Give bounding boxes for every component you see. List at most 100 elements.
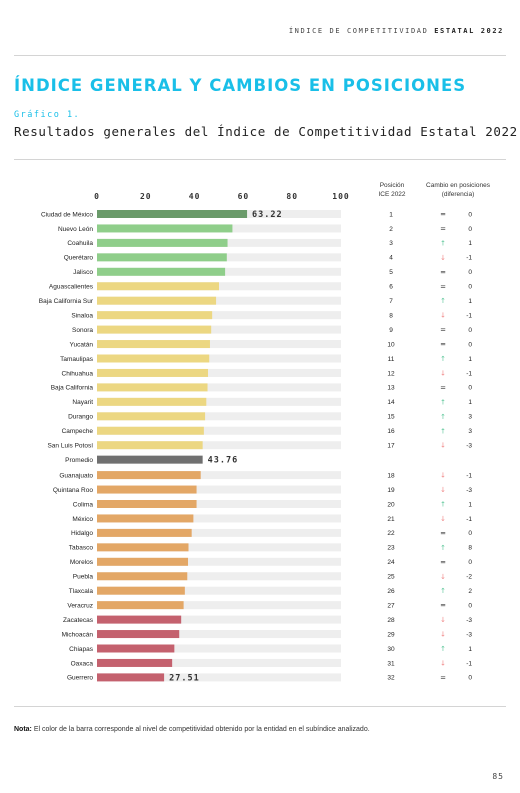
bar-chihuahua xyxy=(97,368,209,377)
bar-promedio xyxy=(97,455,203,464)
change-label: 0 xyxy=(468,385,472,392)
row-label-veracruz: Veracruz xyxy=(67,602,93,609)
change-label: 1 xyxy=(468,399,472,406)
bar-track xyxy=(97,615,341,624)
position-header-line2: ICE 2022 xyxy=(378,191,406,198)
bar-baja-california-sur xyxy=(97,296,217,305)
bar-track xyxy=(97,557,341,566)
bar-durango xyxy=(97,412,206,421)
bar-oaxaca xyxy=(97,658,173,667)
arrow-up-icon: ↑ xyxy=(440,297,446,305)
change-label: 0 xyxy=(468,327,472,334)
bar-track xyxy=(97,325,341,334)
bar-tlaxcala xyxy=(97,586,185,595)
bar-aguascalientes xyxy=(97,282,219,291)
arrow-up-icon: ↑ xyxy=(440,239,446,247)
bar-baja-california xyxy=(97,383,208,392)
row-label-morelos: Morelos xyxy=(70,559,94,566)
bar-guanajuato xyxy=(97,471,201,480)
bar-zacatecas xyxy=(97,615,182,624)
row-label-queretaro: Querétaro xyxy=(64,255,94,262)
row-label-mexico: México xyxy=(72,516,93,523)
equal-icon: = xyxy=(440,341,446,349)
bar-track xyxy=(97,368,341,377)
change-label: -1 xyxy=(466,312,472,319)
bar-chiapas xyxy=(97,644,175,653)
bar-sinaloa xyxy=(97,311,213,320)
position-label: 15 xyxy=(387,414,395,421)
bar-track xyxy=(97,383,341,392)
equal-icon: = xyxy=(440,283,446,291)
row-label-yucatan: Yucatán xyxy=(70,341,94,348)
change-label: 0 xyxy=(468,530,472,537)
x-tick-label: 40 xyxy=(189,192,201,201)
change-label: -3 xyxy=(466,617,472,624)
bar-track xyxy=(97,514,341,523)
position-label: 7 xyxy=(389,298,393,305)
bar-track xyxy=(97,601,341,610)
change-header-line1: Cambio en posiciones xyxy=(426,182,490,189)
change-column-header: Cambio en posiciones (diferencia) xyxy=(414,181,502,199)
report-header-light: ÍNDICE DE COMPETITIVIDAD xyxy=(288,27,429,35)
position-label: 13 xyxy=(387,385,395,392)
bar-nuevo-leon xyxy=(97,224,233,233)
row-label-chiapas: Chiapas xyxy=(69,646,94,653)
bar-michoacan xyxy=(97,630,180,639)
equal-icon: = xyxy=(440,384,446,392)
row-label-promedio: Promedio xyxy=(65,457,93,464)
position-label: 16 xyxy=(387,428,395,435)
bar-queretaro xyxy=(97,253,227,262)
row-label-aguascalientes: Aguascalientes xyxy=(49,284,94,291)
position-label: 21 xyxy=(387,516,395,523)
arrow-down-icon: ↓ xyxy=(440,573,446,581)
change-label: -3 xyxy=(466,487,472,494)
bar-tabasco xyxy=(97,543,189,552)
position-label: 18 xyxy=(387,472,395,479)
change-label: 0 xyxy=(468,602,472,609)
change-label: 0 xyxy=(468,284,472,291)
arrow-up-icon: ↑ xyxy=(440,501,446,509)
position-label: 1 xyxy=(389,211,393,218)
position-label: 19 xyxy=(387,487,395,494)
change-label: 0 xyxy=(468,211,472,218)
report-header: ÍNDICE DE COMPETITIVIDAD ESTATAL 2022 xyxy=(289,27,504,35)
row-label-baja-california-sur: Baja California Sur xyxy=(39,298,94,305)
change-header-line2: (diferencia) xyxy=(441,191,475,198)
row-label-sinaloa: Sinaloa xyxy=(71,312,93,319)
arrow-up-icon: ↑ xyxy=(440,355,446,363)
row-label-quintana-roo: Quintana Roo xyxy=(53,487,93,494)
position-label: 28 xyxy=(387,617,395,624)
row-label-san-luis-potosi: San Luis Potosí xyxy=(47,443,93,450)
position-label: 22 xyxy=(387,530,395,537)
equal-icon: = xyxy=(440,211,446,219)
row-label-guanajuato: Guanajuato xyxy=(59,472,93,479)
row-label-hidalgo: Hidalgo xyxy=(71,530,93,537)
position-label: 10 xyxy=(387,341,395,348)
change-label: 0 xyxy=(468,226,472,233)
row-label-oaxaca: Oaxaca xyxy=(71,660,94,667)
equal-icon: = xyxy=(440,529,446,537)
position-label: 31 xyxy=(387,660,395,667)
footnote-text: El color de la barra corresponde al nive… xyxy=(31,726,370,733)
change-label: -1 xyxy=(466,516,472,523)
arrow-down-icon: ↓ xyxy=(440,616,446,624)
arrow-down-icon: ↓ xyxy=(440,659,446,667)
arrow-up-icon: ↑ xyxy=(440,398,446,406)
bar-track xyxy=(97,543,341,552)
position-label: 26 xyxy=(387,588,395,595)
row-label-chihuahua: Chihuahua xyxy=(62,370,94,377)
row-label-nayarit: Nayarit xyxy=(72,399,93,406)
equal-icon: = xyxy=(440,268,446,276)
row-label-baja-california: Baja California xyxy=(51,385,94,392)
page-number: 85 xyxy=(492,772,504,781)
arrow-down-icon: ↓ xyxy=(440,472,446,480)
change-label: 1 xyxy=(468,240,472,247)
bar-track xyxy=(97,397,341,406)
bar-coahuila xyxy=(97,238,228,247)
bar-san-luis-potosi xyxy=(97,441,203,450)
bar-track xyxy=(97,500,341,508)
bar-quintana-roo xyxy=(97,485,197,494)
bar-track xyxy=(97,340,341,349)
bar-ciudad-de-mexico xyxy=(97,210,248,218)
section-title: ÍNDICE GENERAL Y CAMBIOS EN POSICIONES xyxy=(14,76,467,95)
